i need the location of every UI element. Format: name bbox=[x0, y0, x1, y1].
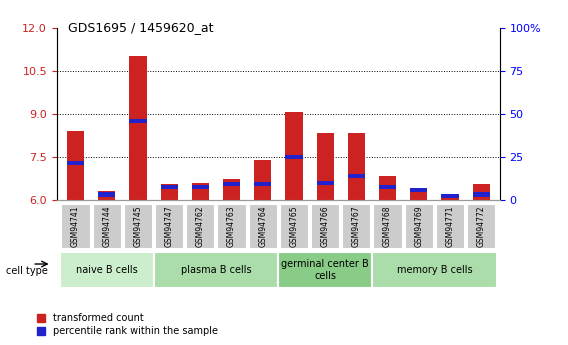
Bar bbox=[155, 204, 183, 248]
Bar bbox=[161, 184, 178, 200]
Text: GSM94745: GSM94745 bbox=[133, 205, 143, 247]
Bar bbox=[130, 119, 147, 123]
Bar bbox=[186, 204, 214, 248]
Bar bbox=[410, 191, 427, 200]
Bar bbox=[316, 132, 334, 200]
Bar bbox=[124, 204, 152, 248]
Bar bbox=[60, 252, 153, 288]
Bar bbox=[254, 182, 272, 186]
Bar bbox=[192, 183, 209, 200]
Bar bbox=[223, 179, 240, 200]
Bar bbox=[473, 192, 490, 197]
Bar bbox=[285, 112, 303, 200]
Bar bbox=[436, 204, 464, 248]
Bar bbox=[379, 185, 396, 189]
Legend: transformed count, percentile rank within the sample: transformed count, percentile rank withi… bbox=[34, 309, 222, 340]
Text: memory B cells: memory B cells bbox=[396, 265, 472, 275]
Text: GSM94747: GSM94747 bbox=[165, 205, 174, 247]
Text: germinal center B
cells: germinal center B cells bbox=[281, 259, 369, 281]
Text: GSM94744: GSM94744 bbox=[102, 205, 111, 247]
Bar bbox=[285, 155, 303, 159]
Text: GSM94771: GSM94771 bbox=[445, 205, 454, 247]
Bar bbox=[192, 185, 209, 189]
Bar bbox=[311, 204, 339, 248]
Text: GSM94769: GSM94769 bbox=[414, 205, 423, 247]
Text: GSM94741: GSM94741 bbox=[71, 205, 80, 247]
Bar bbox=[67, 131, 84, 200]
Bar bbox=[130, 56, 147, 200]
Text: GSM94772: GSM94772 bbox=[477, 205, 486, 247]
Bar bbox=[316, 181, 334, 185]
Text: GSM94767: GSM94767 bbox=[352, 205, 361, 247]
Bar bbox=[441, 197, 458, 200]
Text: naive B cells: naive B cells bbox=[76, 265, 137, 275]
Text: plasma B cells: plasma B cells bbox=[181, 265, 251, 275]
Bar bbox=[467, 204, 495, 248]
Bar bbox=[98, 192, 115, 197]
Bar bbox=[61, 204, 90, 248]
Text: GDS1695 / 1459620_at: GDS1695 / 1459620_at bbox=[68, 21, 214, 34]
Bar bbox=[218, 204, 245, 248]
Bar bbox=[98, 191, 115, 200]
Bar bbox=[379, 176, 396, 200]
Bar bbox=[372, 252, 497, 288]
Text: GSM94763: GSM94763 bbox=[227, 205, 236, 247]
Bar bbox=[410, 188, 427, 192]
Bar bbox=[93, 204, 121, 248]
Bar bbox=[223, 182, 240, 186]
Bar bbox=[374, 204, 402, 248]
Bar bbox=[348, 132, 365, 200]
Bar bbox=[280, 204, 308, 248]
Bar bbox=[348, 174, 365, 178]
Text: GSM94764: GSM94764 bbox=[258, 205, 267, 247]
Text: GSM94762: GSM94762 bbox=[196, 205, 205, 247]
Bar bbox=[343, 204, 370, 248]
Bar bbox=[161, 185, 178, 189]
Bar bbox=[473, 184, 490, 200]
Text: cell type: cell type bbox=[6, 266, 48, 276]
Bar bbox=[254, 160, 272, 200]
Bar bbox=[67, 160, 84, 165]
Bar bbox=[249, 204, 277, 248]
Text: GSM94768: GSM94768 bbox=[383, 205, 392, 247]
Bar bbox=[153, 252, 278, 288]
Text: GSM94766: GSM94766 bbox=[320, 205, 329, 247]
Bar bbox=[278, 252, 372, 288]
Text: GSM94765: GSM94765 bbox=[290, 205, 298, 247]
Bar bbox=[441, 194, 458, 198]
Bar bbox=[404, 204, 433, 248]
